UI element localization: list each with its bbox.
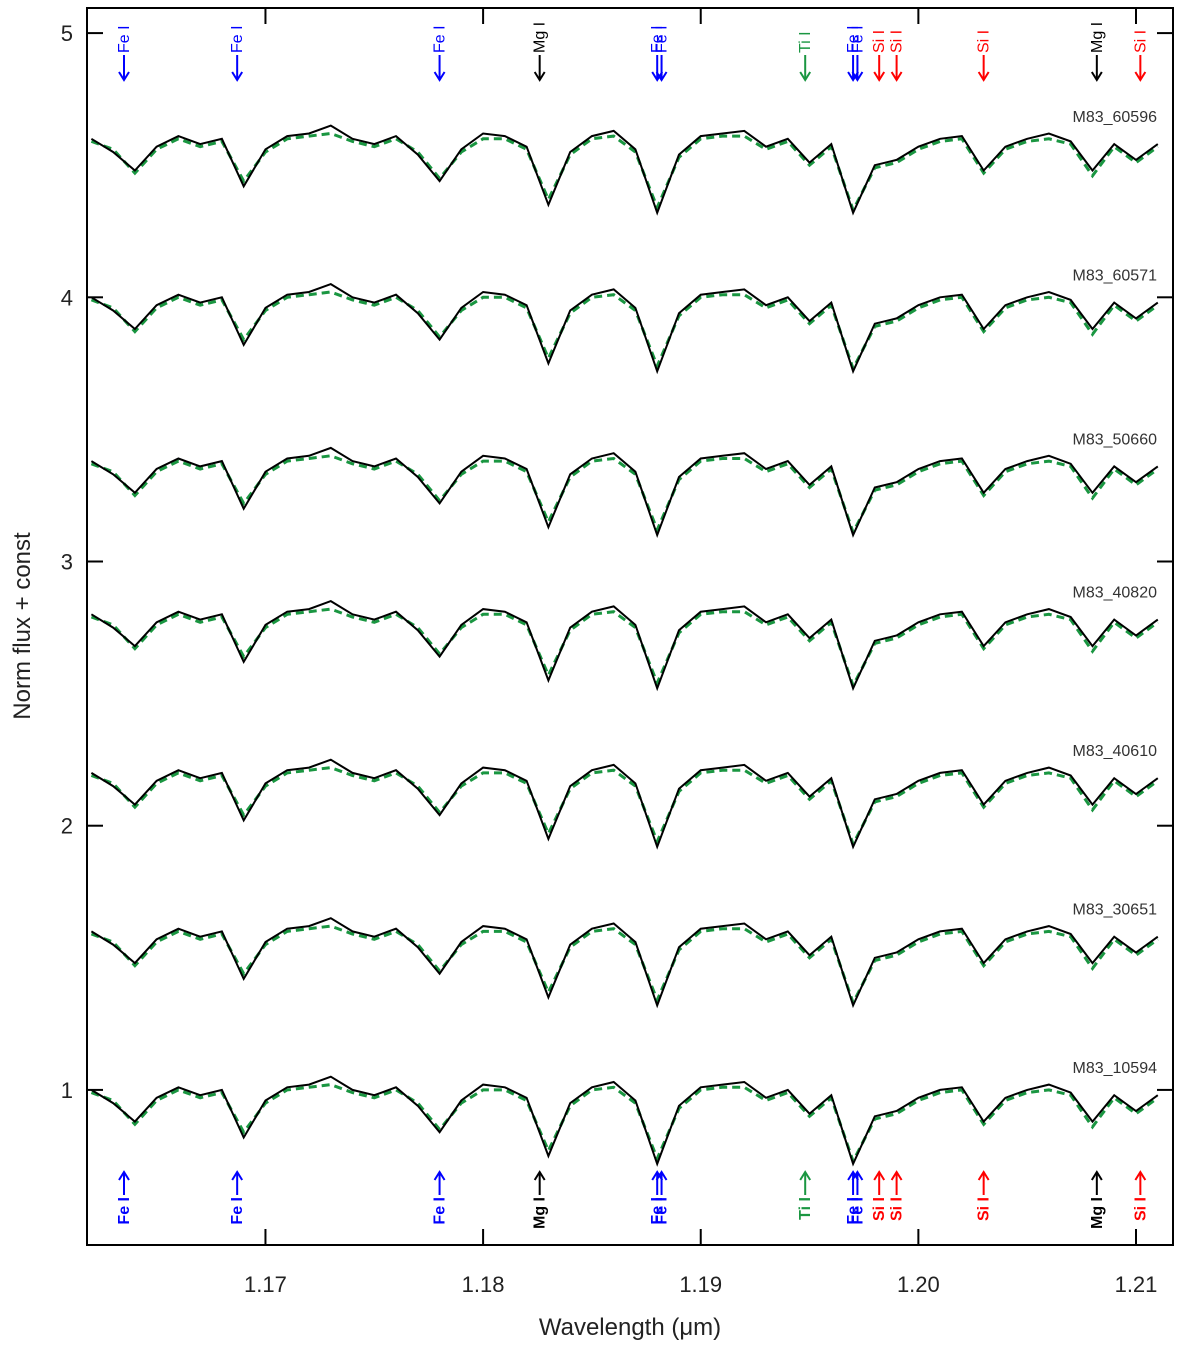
y-tick-label: 4 (61, 285, 73, 310)
arrow-head (977, 71, 990, 82)
arrow-head (533, 71, 546, 82)
line-label: Fe I (654, 1197, 671, 1225)
arrow-head (873, 71, 886, 82)
arrow-head (118, 1170, 130, 1181)
observed-spectrum (90, 1075, 1159, 1167)
arrow-head (1134, 1170, 1147, 1181)
line-label: Fe I (849, 25, 866, 53)
x-tick-label: 1.18 (462, 1272, 505, 1297)
observed-spectrum (90, 599, 1159, 692)
line-label: Fe I (649, 1197, 666, 1225)
observed-spectrum (90, 917, 1159, 1009)
model-spectrum (90, 454, 1159, 537)
arrow-head (433, 71, 446, 82)
model-spectrum (90, 924, 1159, 1007)
observed-spectrum (90, 446, 1159, 539)
plot-frame (86, 7, 1174, 1246)
line-label: Fe I (649, 25, 666, 53)
y-tick-label: 1 (61, 1078, 73, 1103)
arrow-head (851, 71, 864, 82)
line-label: Si I (1132, 1197, 1149, 1221)
line-label: Si I (889, 30, 906, 53)
arrow-head (890, 1170, 903, 1181)
arrow-head (655, 1170, 668, 1181)
line-label: Si I (889, 1197, 906, 1221)
arrow-head (118, 71, 130, 82)
line-label: Ti I (797, 31, 814, 53)
line-label: Si I (976, 1197, 993, 1221)
arrow-head (651, 1170, 664, 1181)
line-label: Fe I (432, 25, 449, 53)
arrow-head (1090, 71, 1103, 82)
x-tick-label: 1.17 (244, 1272, 287, 1297)
model-spectrum (90, 290, 1159, 373)
arrow-head (231, 71, 244, 82)
line-label: Si I (871, 30, 888, 53)
line-label: Fe I (845, 1197, 862, 1225)
line-label: Fe I (229, 25, 246, 53)
line-label: Mg I (532, 1197, 549, 1229)
line-label: Fe I (116, 1197, 133, 1225)
line-label: Ti I (797, 1197, 814, 1220)
y-tick-label: 2 (61, 814, 73, 839)
line-label: Mg I (1089, 1197, 1106, 1229)
spectrum-name: M83_30651 (1072, 902, 1157, 919)
line-label: Mg I (532, 22, 549, 53)
arrow-head (847, 71, 859, 82)
line-label: Si I (871, 1197, 888, 1221)
observed-spectrum (90, 758, 1159, 850)
spectrum-name: M83_60571 (1072, 268, 1157, 285)
spectrum-name: M83_40610 (1072, 743, 1157, 760)
x-axis-label: Wavelength (μm) (539, 1314, 721, 1341)
model-spectrum (90, 607, 1159, 690)
arrow-head (533, 1170, 546, 1181)
y-axis-label: Norm flux + const (9, 532, 36, 720)
arrow-head (873, 1170, 886, 1181)
line-label: Fe I (654, 25, 671, 53)
arrow-head (799, 71, 812, 82)
line-label: Fe I (116, 25, 133, 53)
line-label: Mg I (1089, 22, 1106, 53)
spectrum-name: M83_50660 (1072, 431, 1157, 448)
model-spectrum (90, 131, 1159, 214)
model-spectrum (90, 766, 1159, 849)
x-tick-label: 1.19 (679, 1272, 722, 1297)
line-label: Fe I (432, 1197, 449, 1225)
line-label: Si I (976, 30, 993, 53)
arrow-head (851, 1170, 864, 1181)
arrow-head (433, 1170, 446, 1181)
spectrum-name: M83_40820 (1072, 585, 1157, 602)
model-spectrum (90, 1083, 1159, 1166)
line-label: Si I (1132, 30, 1149, 53)
arrow-head (847, 1170, 859, 1181)
arrow-head (799, 1170, 812, 1181)
line-label: Fe I (845, 25, 862, 53)
arrow-head (977, 1170, 990, 1181)
x-tick-label: 1.21 (1115, 1272, 1158, 1297)
line-label: Fe I (849, 1197, 866, 1225)
arrow-head (890, 71, 903, 82)
observed-spectrum (90, 124, 1159, 216)
y-tick-label: 3 (61, 550, 73, 575)
arrow-head (655, 71, 668, 82)
spectrum-name: M83_60596 (1072, 109, 1157, 126)
y-tick-label: 5 (61, 21, 73, 46)
observed-spectrum (90, 282, 1159, 375)
spectrum-name: M83_10594 (1072, 1060, 1157, 1077)
arrow-head (1134, 71, 1147, 82)
arrow-head (651, 71, 664, 82)
line-label: Fe I (229, 1197, 246, 1225)
arrow-head (1090, 1170, 1103, 1181)
x-tick-label: 1.20 (897, 1272, 940, 1297)
arrow-head (231, 1170, 244, 1181)
